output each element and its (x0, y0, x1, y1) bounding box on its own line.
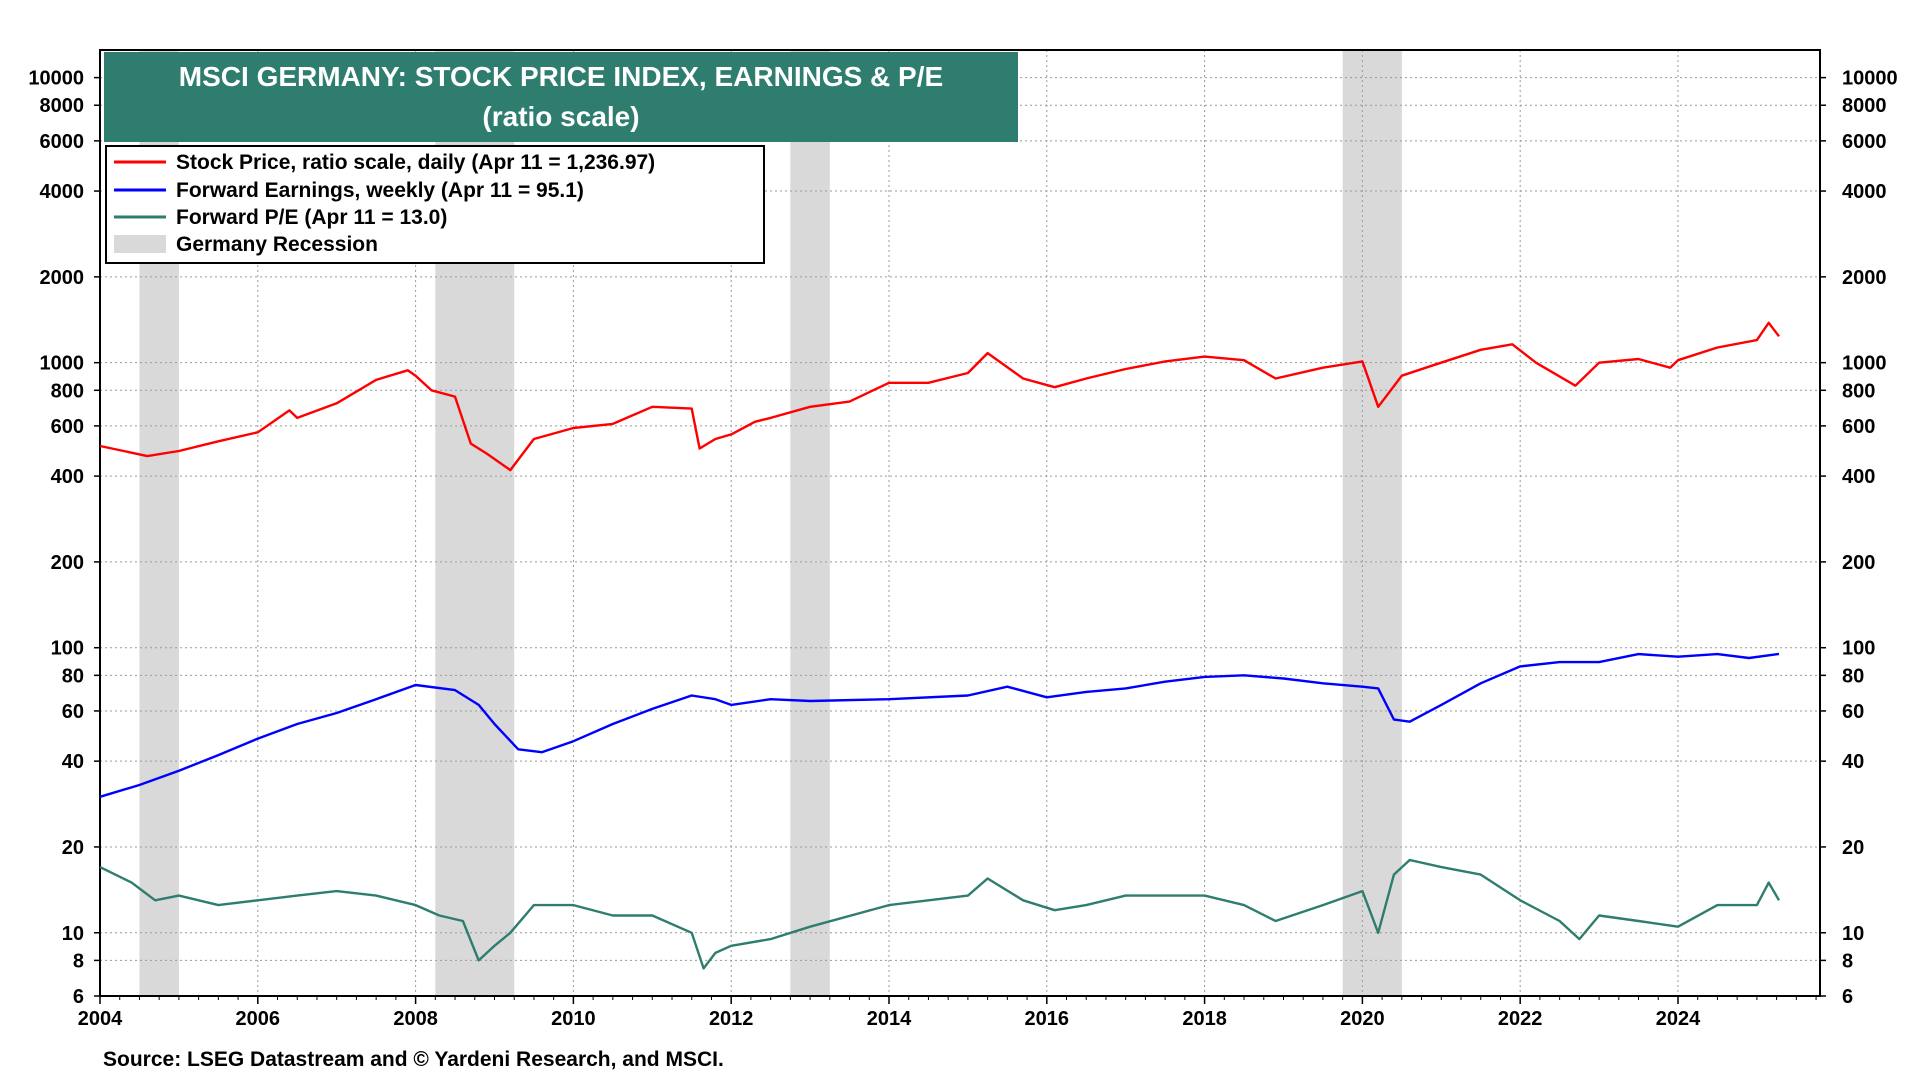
y-tick-label-left-10: 10 (62, 923, 84, 945)
y-tick-label-right-100: 100 (1842, 638, 1875, 660)
forward-pe-line (99, 858, 1781, 970)
x-tick-label-2020: 2020 (1340, 1008, 1385, 1030)
axis-ticks: 2004 2006 2008 2010 2012 2014 2016 2018 2020 2022… (28, 68, 1897, 1030)
legend-swatch-recession (114, 235, 166, 253)
y-tick-label-left-6000: 6000 (40, 131, 85, 153)
y-tick-label-right-600: 600 (1842, 416, 1875, 438)
y-tick-label-left-6: 6 (73, 986, 84, 1008)
chart-subtitle: (ratio scale) (482, 101, 639, 132)
y-tick-label-left-80: 80 (62, 665, 84, 687)
legend-label-stock-price: Stock Price, ratio scale, daily (Apr 11 … (176, 151, 655, 174)
x-tick-label-2018: 2018 (1182, 1008, 1227, 1030)
y-tick-label-right-200: 200 (1842, 552, 1875, 574)
stock-price-line (99, 321, 1780, 472)
x-tick-label-2008: 2008 (393, 1008, 438, 1030)
title-banner: MSCI GERMANY: STOCK PRICE INDEX, EARNING… (104, 52, 1018, 142)
series-lines (99, 321, 1781, 970)
y-tick-label-right-400: 400 (1842, 466, 1875, 488)
y-tick-label-right-8000: 8000 (1842, 95, 1887, 117)
y-tick-label-right-800: 800 (1842, 380, 1875, 402)
x-tick-label-2004: 2004 (78, 1008, 123, 1030)
y-tick-label-left-4000: 4000 (40, 181, 85, 203)
y-tick-label-right-20: 20 (1842, 837, 1864, 859)
x-tick-label-2022: 2022 (1498, 1008, 1543, 1030)
y-tick-label-left-40: 40 (62, 751, 84, 773)
y-tick-label-left-100: 100 (51, 638, 84, 660)
x-tick-label-2006: 2006 (236, 1008, 281, 1030)
y-tick-label-right-10: 10 (1842, 923, 1864, 945)
y-tick-label-left-8000: 8000 (40, 95, 85, 117)
y-tick-label-left-200: 200 (51, 552, 84, 574)
y-tick-label-right-6: 6 (1842, 986, 1853, 1008)
title-background (104, 52, 1018, 142)
y-tick-label-right-10000: 10000 (1842, 68, 1898, 90)
y-tick-label-left-20: 20 (62, 837, 84, 859)
y-tick-label-left-1000: 1000 (40, 353, 85, 375)
y-tick-label-left-8: 8 (73, 950, 84, 972)
y-tick-label-right-6000: 6000 (1842, 131, 1887, 153)
y-tick-label-left-800: 800 (51, 380, 84, 402)
y-tick-label-right-40: 40 (1842, 751, 1864, 773)
x-tick-label-2024: 2024 (1656, 1008, 1701, 1030)
x-tick-label-2014: 2014 (867, 1008, 912, 1030)
chart-title: MSCI GERMANY: STOCK PRICE INDEX, EARNING… (179, 61, 943, 92)
x-tick-label-2016: 2016 (1025, 1008, 1070, 1030)
y-tick-label-left-400: 400 (51, 466, 84, 488)
y-tick-label-right-80: 80 (1842, 665, 1864, 687)
y-tick-label-left-60: 60 (62, 701, 84, 723)
y-tick-label-left-2000: 2000 (40, 267, 85, 289)
legend: Stock Price, ratio scale, daily (Apr 11 … (105, 145, 765, 264)
legend-label-recession: Germany Recession (176, 233, 378, 256)
y-tick-label-right-2000: 2000 (1842, 267, 1887, 289)
x-tick-label-2012: 2012 (709, 1008, 754, 1030)
y-tick-label-right-4000: 4000 (1842, 181, 1887, 203)
recession-band-2 (790, 50, 830, 996)
y-tick-label-right-60: 60 (1842, 701, 1864, 723)
y-tick-label-right-1000: 1000 (1842, 353, 1887, 375)
y-tick-label-right-8: 8 (1842, 950, 1853, 972)
plot-frame (99, 49, 1821, 997)
y-tick-label-left-600: 600 (51, 416, 84, 438)
recession-band-3 (1342, 50, 1402, 996)
legend-label-forward-pe: Forward P/E (Apr 11 = 13.0) (176, 206, 447, 229)
x-tick-label-2010: 2010 (551, 1008, 596, 1030)
forward-earnings-line (99, 652, 1780, 798)
legend-label-forward-earnings: Forward Earnings, weekly (Apr 11 = 95.1) (176, 179, 584, 202)
y-tick-label-left-10000: 10000 (28, 68, 84, 90)
source-note: Source: LSEG Datastream and © Yardeni Re… (103, 1048, 724, 1071)
legend-box (105, 145, 765, 264)
